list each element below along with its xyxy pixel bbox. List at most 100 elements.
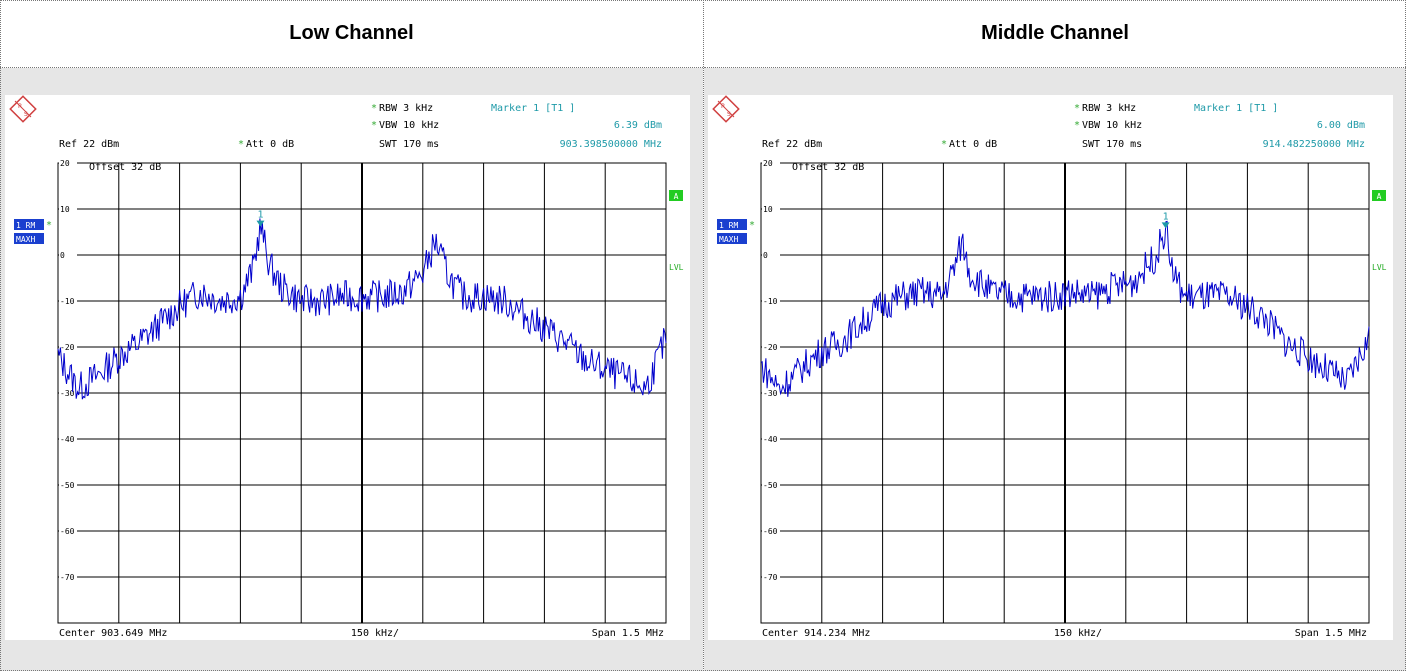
marker-triangle [1161,222,1170,229]
lvl-label: LVL [1372,263,1387,272]
y-tick-label-bg [59,435,77,443]
y-tick-label: -60 [60,527,75,536]
header-cell-middle: Middle Channel [704,0,1406,68]
y-tick-label-bg [762,435,780,443]
y-tick-label-bg [762,573,780,581]
header-cell-low: Low Channel [0,0,703,68]
spectrum-trace [57,218,667,400]
att-star: * [941,139,947,150]
table-border-left [0,0,1,671]
marker-frequency: 903.398500000 MHz [560,139,662,150]
y-tick-label: 0 [60,251,65,260]
vbw-star: * [371,120,377,131]
y-tick-label-bg [59,389,77,397]
y-tick-label: -70 [763,573,778,582]
marker-level: 6.00 dBm [1317,120,1365,131]
y-tick-label-bg [59,251,77,259]
y-tick-label-bg [762,251,780,259]
trace-label-2: MAXH [719,235,738,244]
badge-a-label: A [1377,192,1382,201]
table-border-middle [703,0,704,671]
rbw-star: * [1074,103,1080,114]
ref-level: Ref 22 dBm [59,139,119,150]
y-tick-label-bg [59,527,77,535]
sweep-time: SWT 170 ms [379,139,439,150]
marker-number: 1 [1163,211,1169,222]
svg-text:R: R [18,103,22,110]
trace-group [57,218,667,400]
attenuation: Att 0 dB [246,139,294,150]
badge-a [1372,190,1386,201]
rohde-schwarz-logo-icon: R S [712,95,740,123]
y-axis-ticks: 20 10 0 -10 -20 -30 -40 -50 -60 -70 [59,159,77,582]
y-tick-label-bg [762,297,780,305]
y-tick-label-bg [762,481,780,489]
att-star: * [238,139,244,150]
center-frequency: Center 914.234 MHz [762,628,870,639]
y-tick-label-bg [762,527,780,535]
trace-label-box-1 [717,219,747,230]
y-tick-label-bg [59,343,77,351]
marker-title: Marker 1 [T1 ] [1194,103,1278,114]
table-border-top [0,0,1406,1]
y-tick-label: -60 [763,527,778,536]
spectrum-trace [760,220,1370,397]
trace-group [760,220,1370,397]
vbw-star: * [1074,120,1080,131]
y-tick-label-bg [59,205,77,213]
rbw-star: * [371,103,377,114]
marker-triangle [256,220,265,227]
y-tick-label: -10 [763,297,778,306]
badge-a-label: A [674,192,679,201]
per-division: 150 kHz/ [351,628,399,639]
trace-label-box-2 [14,233,44,244]
trace-label-box-2 [717,233,747,244]
span: Span 1.5 MHz [1295,628,1367,639]
offset-label: Offset 32 dB [89,162,161,173]
y-tick-label: 10 [763,205,773,214]
span: Span 1.5 MHz [592,628,664,639]
y-tick-label-bg [59,573,77,581]
trace-label-2: MAXH [16,235,35,244]
y-tick-label: 20 [763,159,773,168]
y-tick-label: -50 [60,481,75,490]
marker-level: 6.39 dBm [614,120,662,131]
trace-label-1: 1 RM [719,221,738,230]
rbw-label: RBW 3 kHz [1082,103,1136,114]
trace-star: * [46,220,52,231]
gridlines [58,163,666,623]
y-tick-label-bg [59,159,77,167]
y-tick-label-bg [762,343,780,351]
marker-number: 1 [257,210,263,221]
y-tick-label-bg [762,389,780,397]
y-tick-label: -10 [60,297,75,306]
analyzer-screen-middle: R S * RBW 3 kHz Marker 1 [T1 ] * VBW 10 … [708,95,1393,640]
rbw-label: RBW 3 kHz [379,103,433,114]
marker-group: 1 [256,210,265,227]
panel-title-middle: Middle Channel [981,22,1129,44]
trace-label-box-1 [14,219,44,230]
rohde-schwarz-logo-icon: R S [9,95,37,123]
y-tick-label: -20 [60,343,75,352]
y-tick-label-bg [59,297,77,305]
trace-star: * [749,220,755,231]
svg-text:S: S [24,111,28,118]
offset-label: Offset 32 dB [792,162,864,173]
badge-a [669,190,683,201]
sweep-time: SWT 170 ms [1082,139,1142,150]
panel-title-low: Low Channel [289,22,414,44]
y-tick-label: 10 [60,205,70,214]
trace-label-1: 1 RM [16,221,35,230]
y-tick-label-bg [59,481,77,489]
vbw-label: VBW 10 kHz [379,120,439,131]
marker-frequency: 914.482250000 MHz [1263,139,1365,150]
lvl-label: LVL [669,263,684,272]
ref-level: Ref 22 dBm [762,139,822,150]
svg-text:R: R [721,103,725,110]
y-axis-ticks: 20 10 0 -10 -20 -30 -40 -50 -60 -70 [762,159,780,582]
center-frequency: Center 903.649 MHz [59,628,167,639]
y-tick-label-bg [762,159,780,167]
gridlines [761,163,1369,623]
y-tick-label: -30 [60,389,75,398]
